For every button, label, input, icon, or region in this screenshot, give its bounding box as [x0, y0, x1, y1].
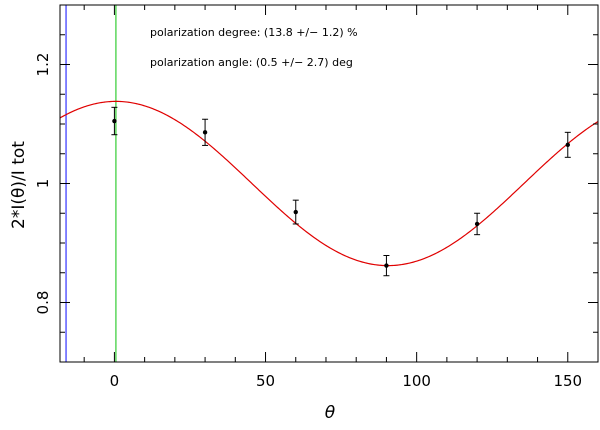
y-tick-label-1: 1: [34, 179, 52, 189]
x-axis-label: θ: [325, 403, 336, 423]
data-point-5: [565, 142, 570, 148]
y-tick-label-2: 1.2: [34, 53, 52, 77]
annotation-polarization-angle: polarization angle: (0.5 +/− 2.7) deg: [150, 56, 353, 69]
data-point-4: [474, 221, 480, 227]
data-point-1: [202, 130, 208, 135]
data-point-2: [293, 209, 298, 215]
data-point-0: [112, 118, 117, 124]
x-tick-label-0: 0: [110, 372, 120, 390]
data-point-3: [384, 263, 389, 268]
fit-curve: [59, 100, 599, 267]
x-tick-label-3: 150: [553, 372, 582, 390]
y-tick-label-0: 0.8: [34, 291, 52, 315]
x-tick-label-2: 100: [402, 372, 431, 390]
annotation-polarization-degree: polarization degree: (13.8 +/− 1.2) %: [150, 26, 358, 39]
x-tick-label-1: 50: [256, 372, 275, 390]
y-axis-label: 2*I(θ)/I tot: [9, 141, 29, 229]
